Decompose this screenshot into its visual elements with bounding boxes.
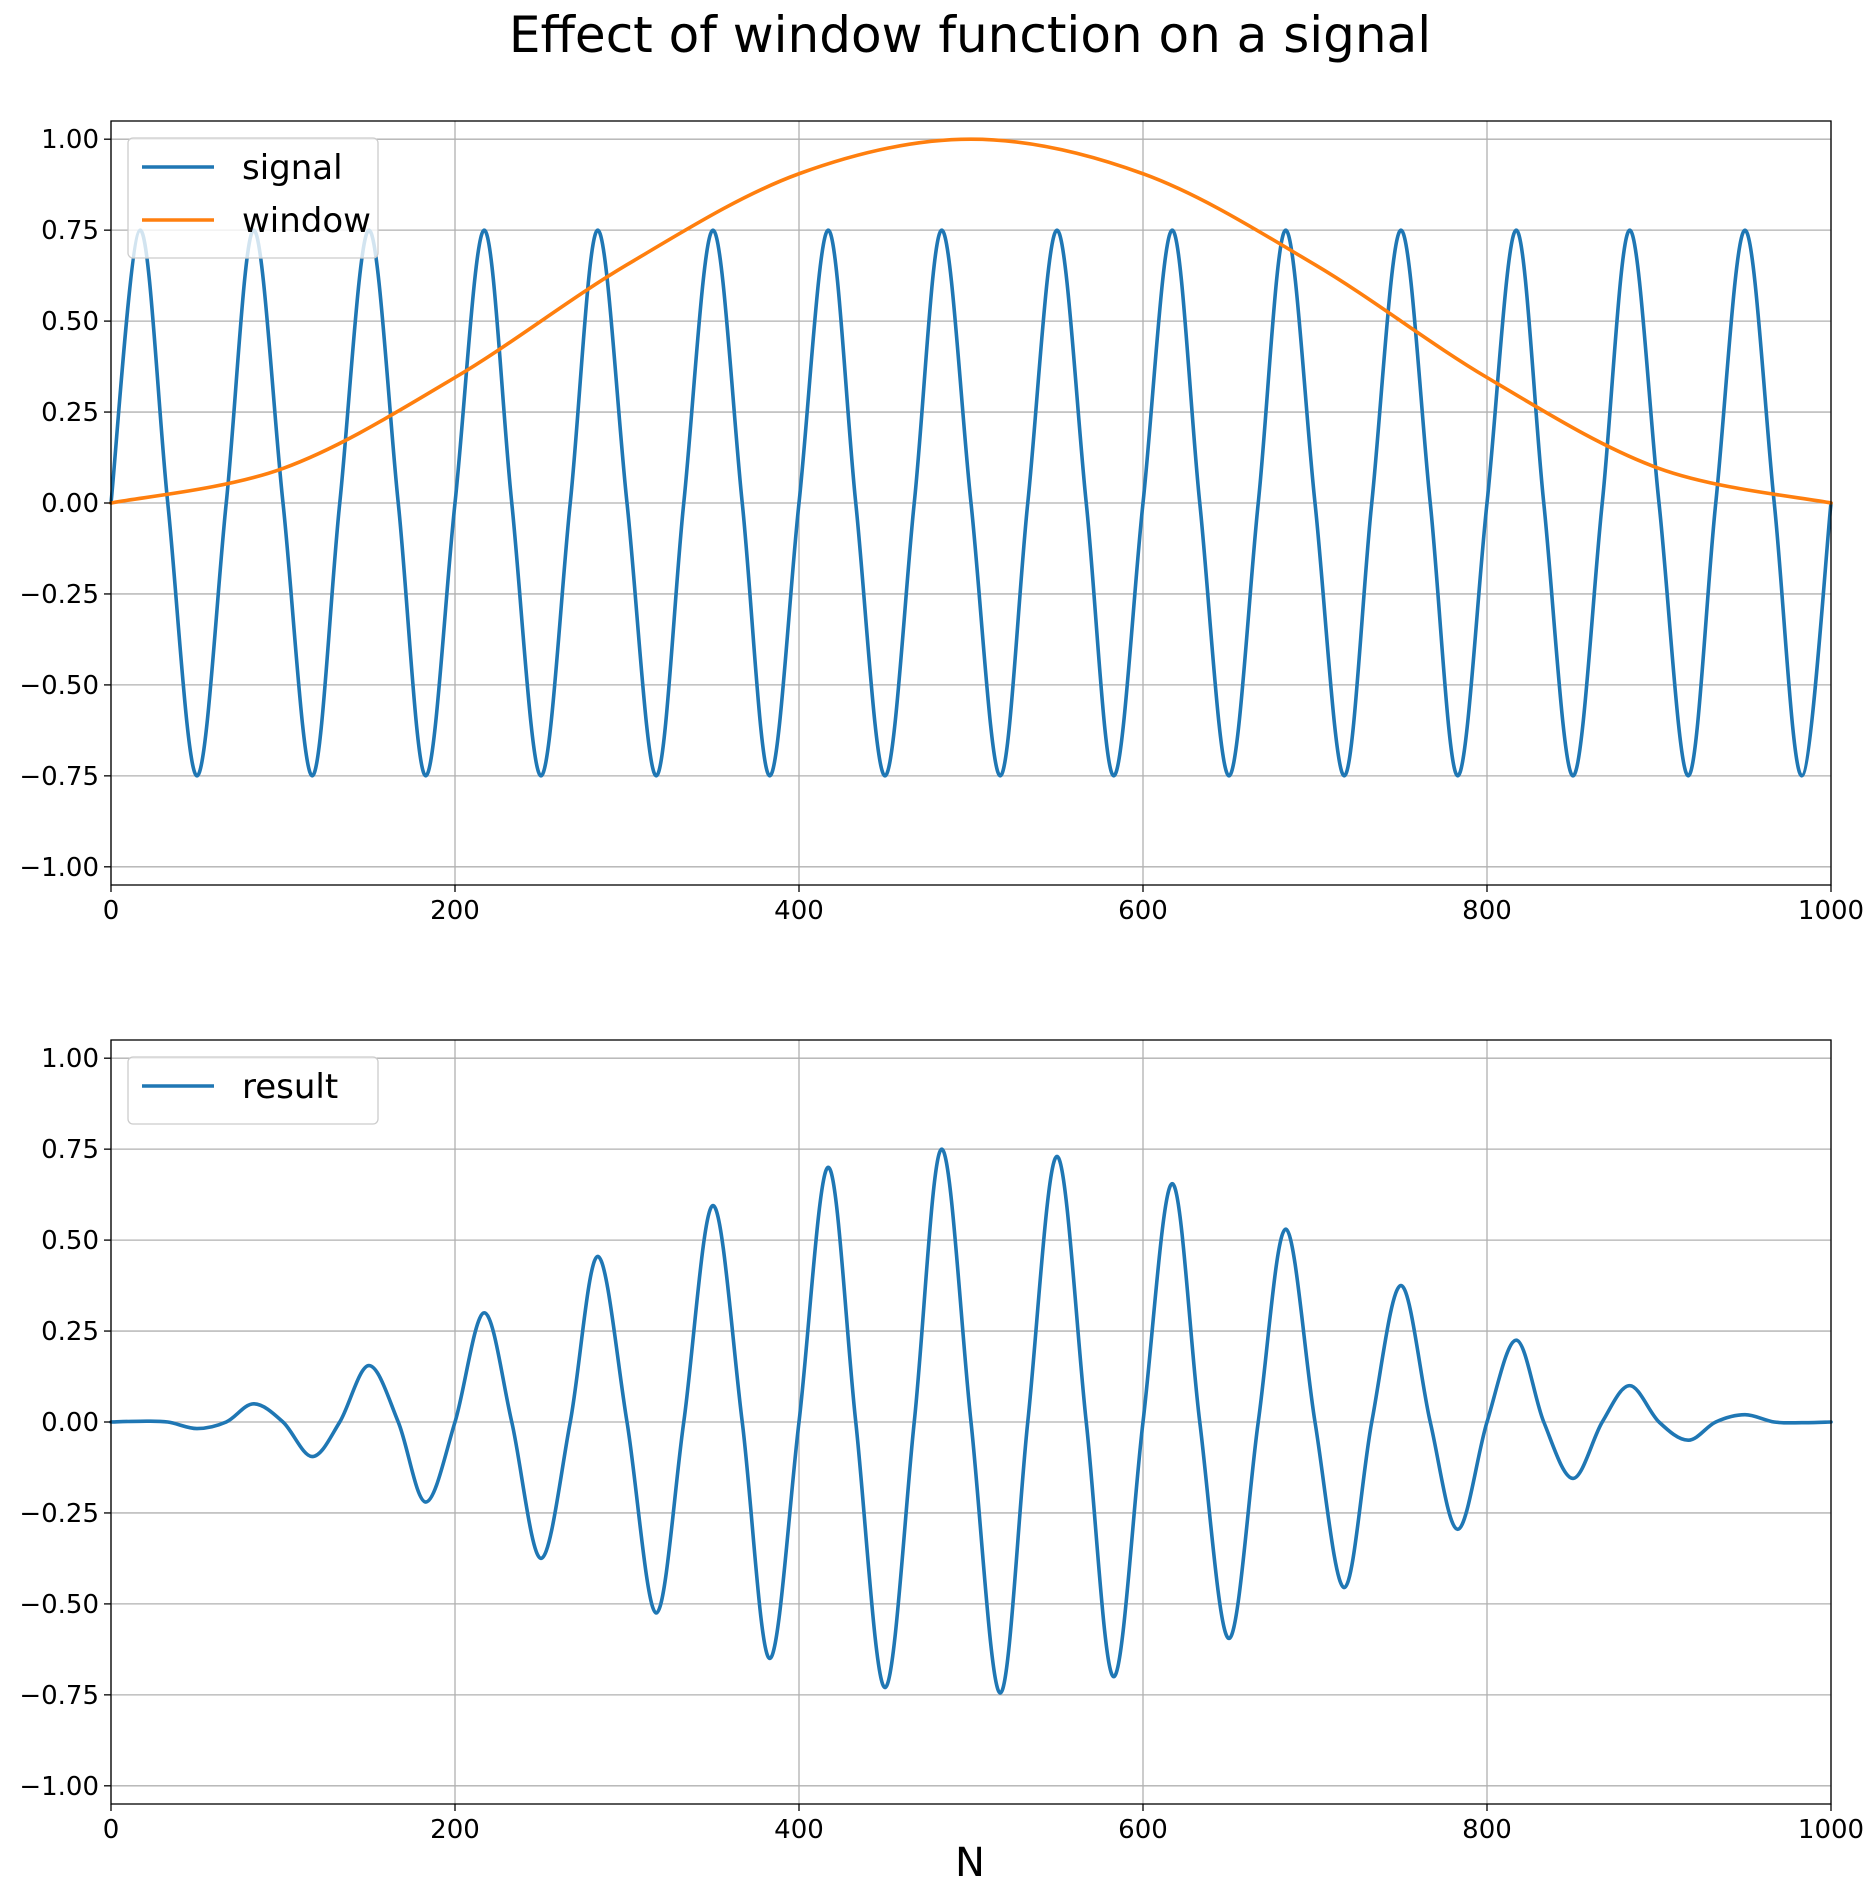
x-tick-label: 800 bbox=[1462, 896, 1512, 926]
legend-label-window: window bbox=[242, 201, 371, 241]
legend: signal window bbox=[127, 137, 379, 259]
bottom-panel: 0 200 400 600 800 1000 1.00 0.75 0.50 0.25 0.00 −0.… bbox=[19, 1039, 1864, 1845]
series-line-window bbox=[109, 137, 1833, 505]
x-tick-label: 1000 bbox=[1798, 1815, 1864, 1845]
y-tick-label: 1.00 bbox=[41, 125, 99, 155]
x-tick-label: 600 bbox=[1118, 896, 1168, 926]
y-tick-label: 0.75 bbox=[41, 216, 99, 246]
x-tick-label: 800 bbox=[1462, 1815, 1512, 1845]
x-tick-label: 400 bbox=[774, 896, 824, 926]
y-tick-label: 0.75 bbox=[41, 1135, 99, 1165]
x-tick-label: 0 bbox=[103, 1815, 120, 1845]
y-tick-label: 1.00 bbox=[41, 1044, 99, 1074]
figure-title: Effect of window function on a signal bbox=[509, 6, 1431, 64]
legend-label-result: result bbox=[242, 1067, 338, 1107]
y-tick-label: 0.50 bbox=[41, 1226, 99, 1256]
x-tick-label: 600 bbox=[1118, 1815, 1168, 1845]
y-tick-label: 0.00 bbox=[41, 489, 99, 519]
y-tick-label: 0.25 bbox=[41, 398, 99, 428]
y-tick-label: −0.75 bbox=[19, 1681, 99, 1711]
x-tick-label: 200 bbox=[430, 1815, 480, 1845]
series-line-result bbox=[109, 1147, 1833, 1695]
y-tick-label: −0.50 bbox=[19, 671, 99, 701]
x-tick-label: 200 bbox=[430, 896, 480, 926]
y-tick-label: −1.00 bbox=[19, 1772, 99, 1802]
x-tick-label: 400 bbox=[774, 1815, 824, 1845]
x-tick-label: 0 bbox=[103, 896, 120, 926]
y-tick-label: −0.50 bbox=[19, 1590, 99, 1620]
y-tick-label: −1.00 bbox=[19, 853, 99, 883]
y-tick-label: −0.75 bbox=[19, 762, 99, 792]
legend-label-signal: signal bbox=[242, 148, 343, 188]
series-line-signal bbox=[109, 228, 1833, 778]
y-tick-label: 0.50 bbox=[41, 307, 99, 337]
x-axis-label: N bbox=[955, 1840, 985, 1886]
y-tick-label: −0.25 bbox=[19, 1499, 99, 1529]
legend-box bbox=[127, 1056, 379, 1125]
y-tick-label: 0.25 bbox=[41, 1317, 99, 1347]
top-panel: 0 200 400 600 800 1000 1.00 0.75 0.50 0.25 0.00 −0.… bbox=[19, 120, 1864, 926]
x-tick-label: 1000 bbox=[1798, 896, 1864, 926]
y-tick-label: −0.25 bbox=[19, 580, 99, 610]
legend: result bbox=[127, 1056, 379, 1125]
y-tick-label: 0.00 bbox=[41, 1408, 99, 1438]
